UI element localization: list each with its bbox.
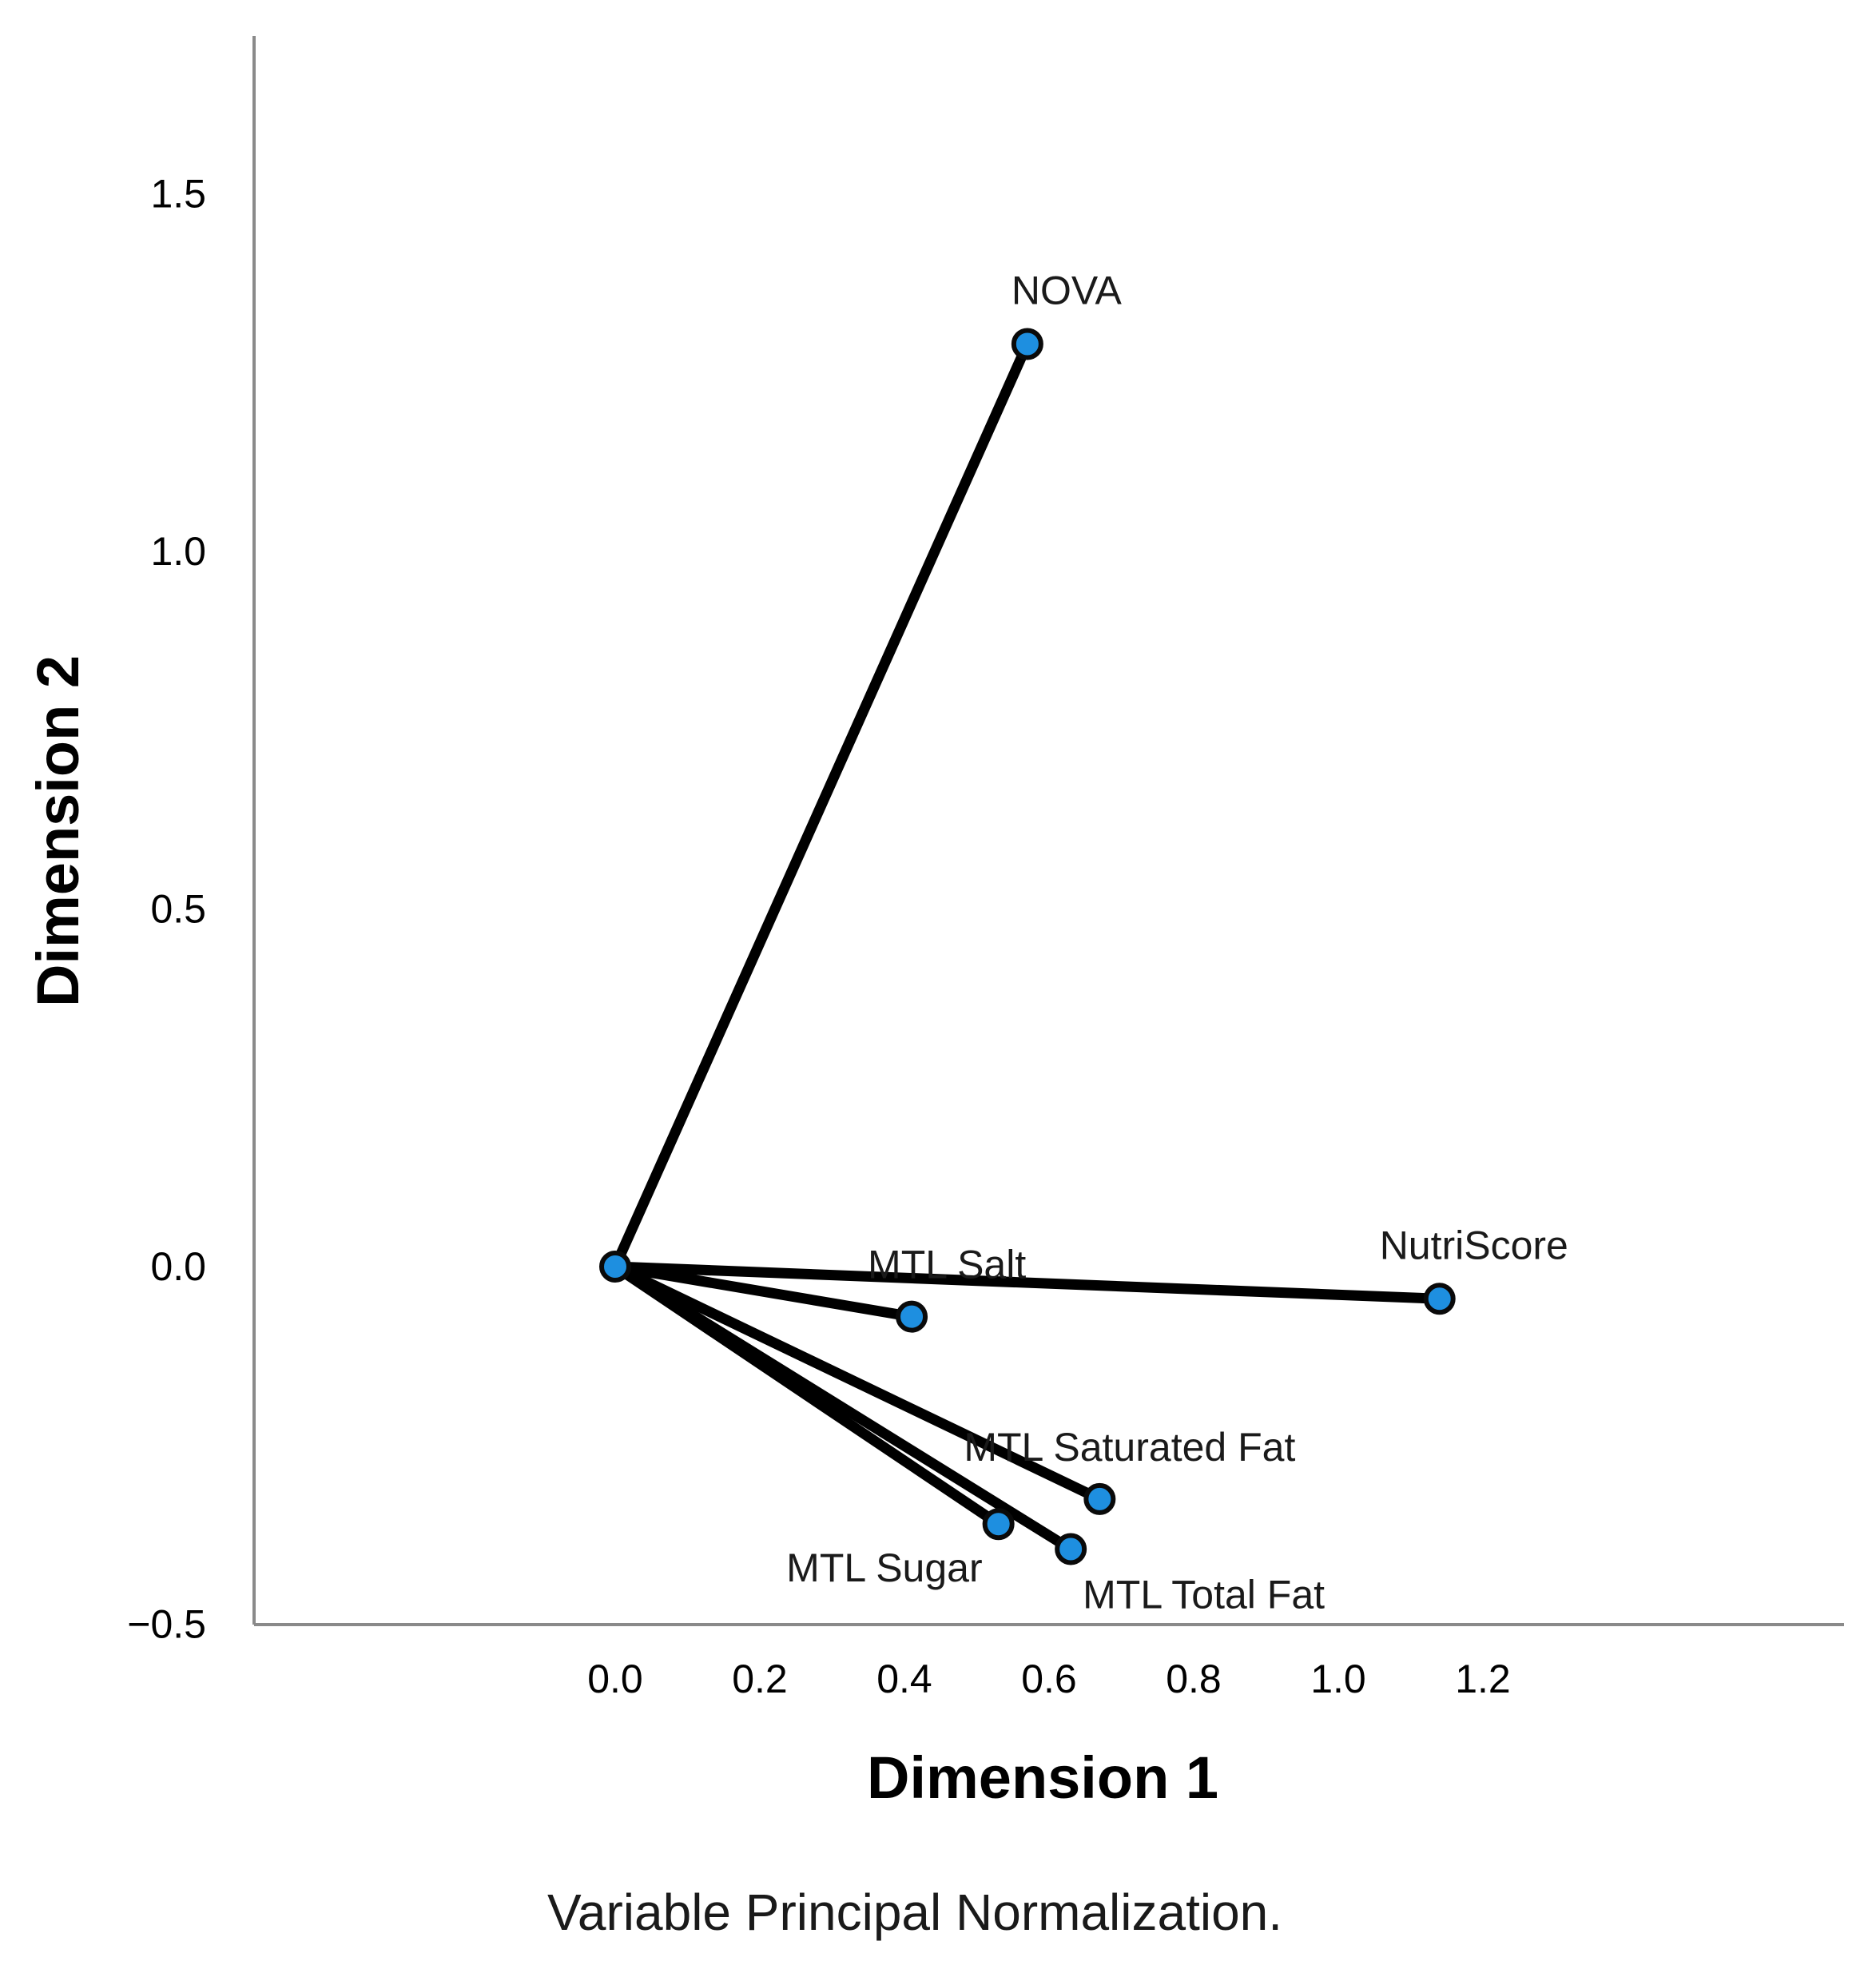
- chart-footnote: Variable Principal Normalization.: [547, 1884, 1282, 1941]
- point-markers: [599, 328, 1456, 1565]
- point-marker: [1011, 328, 1043, 360]
- x-tick-label: 0.6: [1021, 1657, 1077, 1701]
- point-marker: [1083, 1482, 1116, 1515]
- y-tick-labels: −0.5 0.0 0.5 1.0 1.5: [127, 172, 206, 1647]
- origin-marker: [599, 1251, 631, 1283]
- point-marker: [1055, 1533, 1087, 1565]
- point-label: NOVA: [1012, 268, 1123, 312]
- point-label: MTL Saturated Fat: [964, 1425, 1295, 1470]
- loading-vector: [610, 1261, 1076, 1555]
- loading-vectors: [610, 338, 1445, 1555]
- x-tick-label: 0.8: [1166, 1657, 1222, 1701]
- x-tick-label: 1.0: [1310, 1657, 1366, 1701]
- point-label: NutriScore: [1380, 1223, 1568, 1267]
- axes: [252, 36, 1844, 1626]
- x-tick-label: 1.2: [1455, 1657, 1511, 1701]
- y-tick-label: 1.0: [150, 529, 206, 574]
- x-tick-label: 0.2: [732, 1657, 788, 1701]
- x-axis-title: Dimension 1: [867, 1744, 1218, 1811]
- point-label: MTL Total Fat: [1083, 1573, 1325, 1617]
- x-tick-label: 0.4: [876, 1657, 932, 1701]
- point-marker: [982, 1508, 1015, 1541]
- point-label: MTL Sugar: [786, 1545, 982, 1590]
- loading-vector: [610, 1261, 1445, 1304]
- y-tick-label: 0.5: [150, 887, 206, 932]
- point-marker: [1423, 1283, 1456, 1315]
- x-tick-labels: 0.0 0.2 0.4 0.6 0.8 1.0 1.2: [587, 1657, 1511, 1701]
- loading-vector: [610, 338, 1033, 1272]
- loading-vector: [610, 1261, 1105, 1505]
- point-marker: [896, 1300, 928, 1333]
- y-tick-label: −0.5: [127, 1602, 206, 1647]
- x-tick-label: 0.0: [587, 1657, 643, 1701]
- y-tick-label: 1.5: [150, 172, 206, 217]
- y-axis-title: Dimension 2: [25, 655, 91, 1007]
- point-label: MTL Salt: [868, 1243, 1026, 1287]
- point-labels: NOVA NutriScore MTL Salt MTL Saturated Fat M…: [786, 268, 1568, 1617]
- y-tick-label: 0.0: [150, 1244, 206, 1289]
- loading-vector: [610, 1261, 917, 1323]
